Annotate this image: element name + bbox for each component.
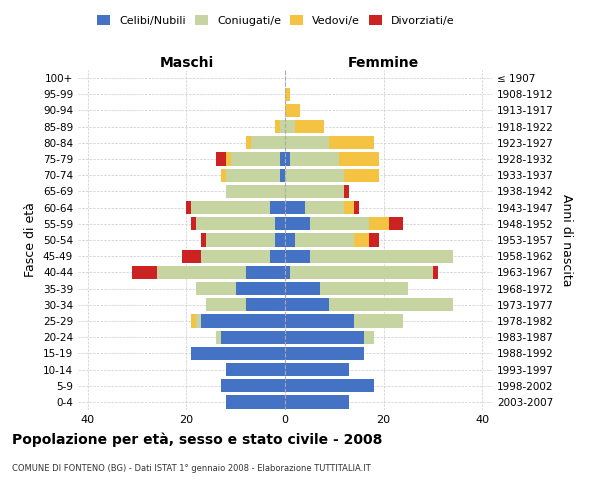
Bar: [285, 168, 344, 182]
Bar: [354, 314, 403, 328]
Bar: [285, 298, 329, 312]
Bar: [339, 152, 379, 166]
Bar: [216, 330, 221, 344]
Bar: [285, 201, 305, 214]
Bar: [285, 250, 310, 263]
Bar: [320, 282, 408, 295]
Bar: [285, 234, 295, 246]
Bar: [285, 282, 320, 295]
Bar: [132, 266, 157, 279]
Bar: [280, 152, 285, 166]
Bar: [285, 266, 290, 279]
Bar: [305, 201, 344, 214]
Bar: [221, 379, 285, 392]
Bar: [285, 88, 290, 101]
Bar: [285, 152, 290, 166]
Bar: [226, 396, 285, 408]
Bar: [290, 152, 339, 166]
Bar: [290, 266, 433, 279]
Bar: [310, 250, 452, 263]
Bar: [329, 136, 374, 149]
Bar: [245, 266, 285, 279]
Bar: [196, 217, 275, 230]
Bar: [201, 314, 285, 328]
Bar: [226, 152, 231, 166]
Bar: [285, 379, 374, 392]
Bar: [364, 330, 374, 344]
Bar: [285, 314, 354, 328]
Bar: [285, 346, 364, 360]
Bar: [285, 396, 349, 408]
Bar: [201, 234, 206, 246]
Bar: [226, 168, 280, 182]
Text: COMUNE DI FONTENO (BG) - Dati ISTAT 1° gennaio 2008 - Elaborazione TUTTITALIA.IT: COMUNE DI FONTENO (BG) - Dati ISTAT 1° g…: [12, 464, 371, 473]
Bar: [206, 234, 275, 246]
Bar: [191, 346, 285, 360]
Bar: [310, 217, 369, 230]
Text: Popolazione per età, sesso e stato civile - 2008: Popolazione per età, sesso e stato civil…: [12, 432, 382, 447]
Bar: [251, 136, 285, 149]
Bar: [182, 250, 201, 263]
Bar: [236, 282, 285, 295]
Bar: [191, 314, 196, 328]
Bar: [245, 136, 251, 149]
Bar: [354, 201, 359, 214]
Bar: [206, 298, 245, 312]
Bar: [295, 120, 325, 134]
Bar: [226, 185, 285, 198]
Bar: [270, 201, 285, 214]
Bar: [245, 298, 285, 312]
Bar: [389, 217, 403, 230]
Bar: [275, 234, 285, 246]
Text: Femmine: Femmine: [348, 56, 419, 70]
Bar: [275, 217, 285, 230]
Bar: [196, 282, 236, 295]
Bar: [201, 250, 270, 263]
Text: Maschi: Maschi: [160, 56, 214, 70]
Bar: [285, 104, 300, 117]
Legend: Celibi/Nubili, Coniugati/e, Vedovi/e, Divorziati/e: Celibi/Nubili, Coniugati/e, Vedovi/e, Di…: [93, 10, 459, 30]
Bar: [329, 298, 452, 312]
Bar: [344, 185, 349, 198]
Bar: [433, 266, 438, 279]
Bar: [187, 201, 191, 214]
Bar: [280, 120, 285, 134]
Y-axis label: Anni di nascita: Anni di nascita: [560, 194, 573, 286]
Bar: [285, 185, 344, 198]
Bar: [285, 217, 310, 230]
Y-axis label: Fasce di età: Fasce di età: [25, 202, 37, 278]
Bar: [344, 201, 354, 214]
Bar: [354, 234, 369, 246]
Bar: [369, 217, 389, 230]
Bar: [285, 120, 295, 134]
Bar: [275, 120, 280, 134]
Bar: [221, 330, 285, 344]
Bar: [285, 136, 329, 149]
Bar: [270, 250, 285, 263]
Bar: [196, 314, 201, 328]
Bar: [280, 168, 285, 182]
Bar: [285, 363, 349, 376]
Bar: [191, 201, 270, 214]
Bar: [221, 168, 226, 182]
Bar: [285, 330, 364, 344]
Bar: [369, 234, 379, 246]
Bar: [216, 152, 226, 166]
Bar: [344, 168, 379, 182]
Bar: [191, 217, 196, 230]
Bar: [231, 152, 280, 166]
Bar: [157, 266, 245, 279]
Bar: [295, 234, 354, 246]
Bar: [226, 363, 285, 376]
